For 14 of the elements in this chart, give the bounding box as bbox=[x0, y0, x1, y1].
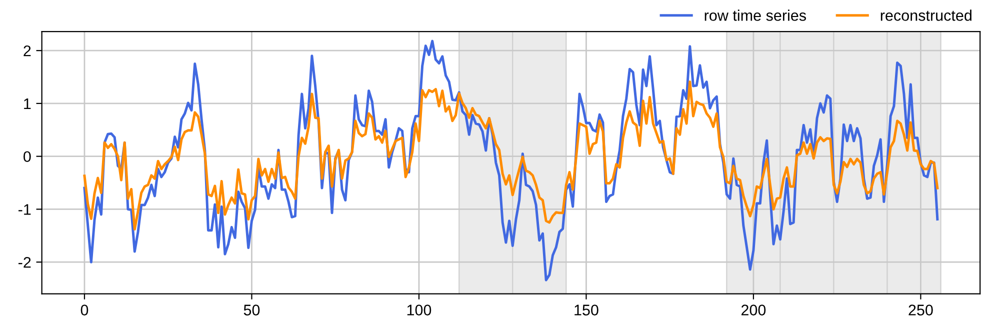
y-tick-label: 2 bbox=[24, 45, 31, 56]
y-tick-label: -2 bbox=[18, 256, 31, 268]
y-tick-label: 1 bbox=[24, 98, 31, 109]
x-tick-label: 250 bbox=[908, 304, 933, 316]
x-tick-label: 100 bbox=[407, 304, 432, 316]
x-tick-label: 0 bbox=[80, 304, 88, 316]
legend-label: row time series bbox=[704, 10, 806, 21]
y-tick-label: -1 bbox=[18, 204, 31, 215]
x-tick-label: 50 bbox=[244, 304, 260, 316]
legend-label: reconstructed bbox=[880, 10, 972, 21]
x-tick-label: 150 bbox=[574, 304, 598, 316]
line-series bbox=[83, 80, 939, 231]
x-tick-label: 200 bbox=[741, 304, 766, 316]
y-tick-label: 0 bbox=[24, 151, 31, 162]
